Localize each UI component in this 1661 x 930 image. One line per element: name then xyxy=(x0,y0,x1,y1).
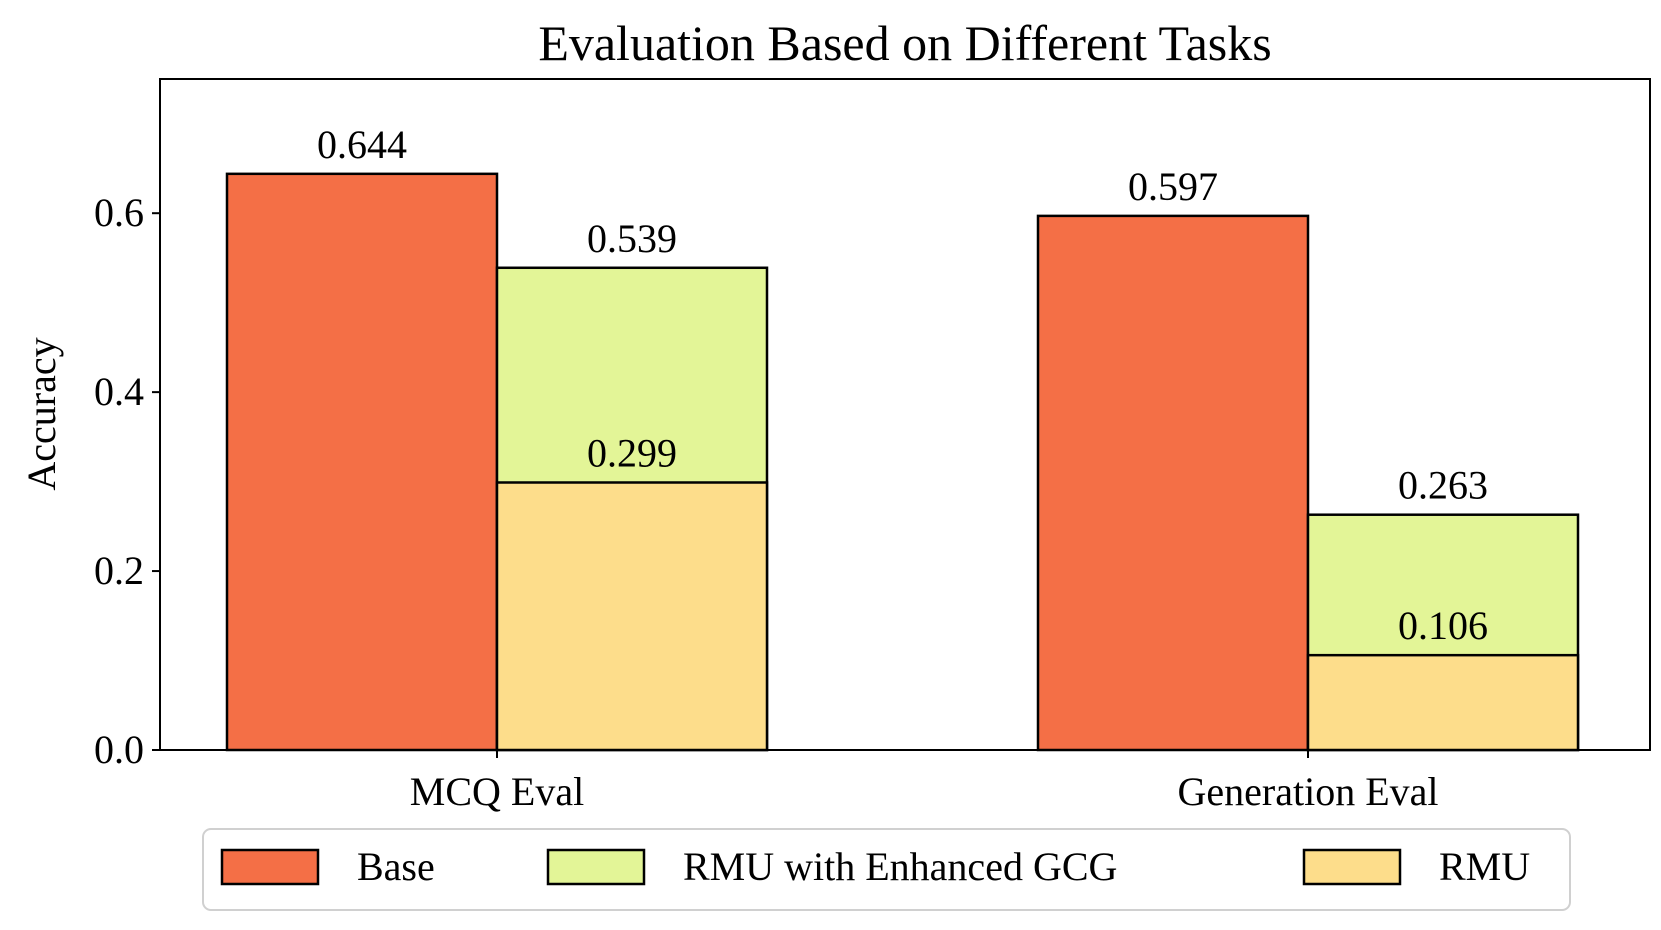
bars-layer xyxy=(225,172,1580,752)
bar-rmu-0 xyxy=(495,481,769,752)
bar-rmu-1 xyxy=(1306,653,1580,752)
data-label: 0.597 xyxy=(1128,164,1218,209)
data-labels-layer: 0.644 0.597 0.539 0.263 0.299 0.106 xyxy=(317,122,1488,648)
legend: Base RMU with Enhanced GCG RMU xyxy=(202,828,1571,911)
data-label: 0.299 xyxy=(587,430,677,475)
y-axis-ticks: 0.0 0.2 0.4 0.6 xyxy=(94,190,160,772)
legend-swatch-base xyxy=(220,848,320,886)
bar-base-1 xyxy=(1036,214,1310,752)
y-axis-label: Accuracy xyxy=(19,337,64,490)
y-tick-label: 0.6 xyxy=(94,190,144,235)
y-tick-label: 0.2 xyxy=(94,548,144,593)
chart-title: Evaluation Based on Different Tasks xyxy=(538,15,1271,71)
x-tick-label: Generation Eval xyxy=(1178,769,1439,814)
y-tick-label: 0.4 xyxy=(94,369,144,414)
legend-swatch-rmu xyxy=(1302,848,1402,886)
legend-frame xyxy=(202,828,1571,911)
legend-label: RMU with Enhanced GCG xyxy=(683,844,1117,889)
plot-frame xyxy=(159,78,1651,751)
data-label: 0.644 xyxy=(317,122,407,167)
y-tick-label: 0.0 xyxy=(94,727,144,772)
x-axis-ticks: MCQ Eval Generation Eval xyxy=(410,750,1439,814)
bar-base-0 xyxy=(225,172,499,752)
data-label: 0.263 xyxy=(1398,463,1488,508)
x-tick-label: MCQ Eval xyxy=(410,769,584,814)
data-label: 0.539 xyxy=(587,216,677,261)
legend-label: Base xyxy=(357,844,435,889)
legend-label: RMU xyxy=(1439,844,1530,889)
legend-swatch-rmu-with-enhanced-gcg xyxy=(546,848,646,886)
data-label: 0.106 xyxy=(1398,603,1488,648)
